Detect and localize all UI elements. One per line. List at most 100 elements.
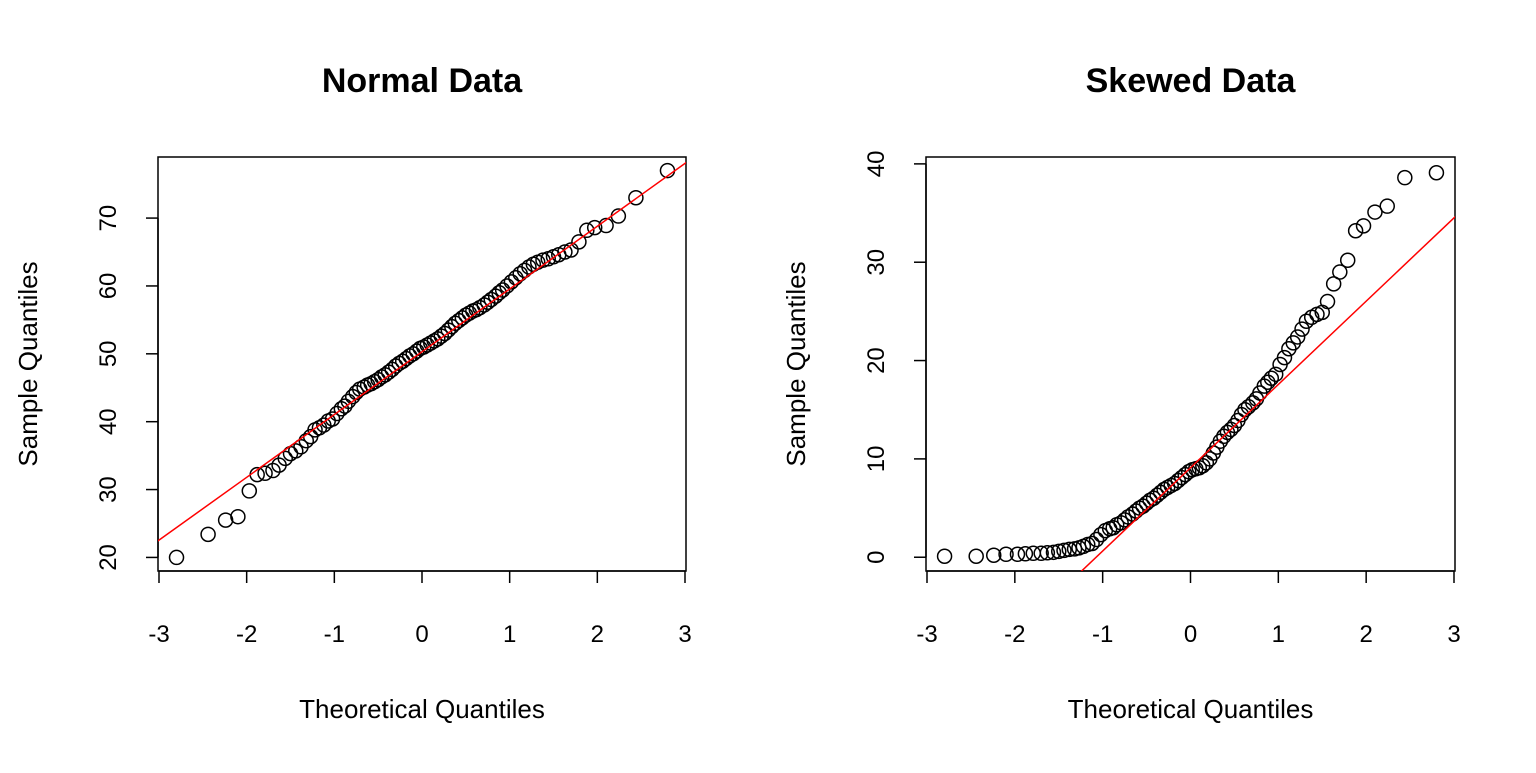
data-point (503, 274, 520, 290)
data-point (277, 450, 293, 467)
data-point (1056, 542, 1072, 559)
x-tick-label: 1 (503, 621, 516, 648)
data-point (1325, 276, 1342, 292)
data-point (1339, 252, 1356, 269)
data-point (968, 548, 984, 564)
chart-title: Normal Data (322, 62, 523, 100)
data-point (1428, 164, 1445, 181)
x-tick-label: 1 (1272, 621, 1285, 648)
y-tick-label: 40 (863, 151, 890, 178)
data-point (586, 219, 603, 236)
y-axis-label: Sample Quantiles (781, 261, 811, 466)
data-point (1355, 218, 1372, 234)
data-point (1332, 264, 1348, 280)
x-tick-label: 2 (591, 621, 604, 648)
data-point (168, 549, 185, 566)
data-point (1226, 417, 1243, 434)
y-tick-label: 0 (863, 551, 890, 564)
data-point (480, 294, 496, 310)
chart-title: Skewed Data (1086, 62, 1297, 100)
data-point (1088, 531, 1105, 548)
data-point (1367, 204, 1383, 220)
data-point (628, 189, 644, 206)
data-point (1039, 545, 1056, 561)
x-tick-label: 2 (1359, 621, 1372, 648)
data-point (1017, 546, 1034, 562)
x-tick-label: 3 (678, 621, 691, 648)
data-point (200, 526, 216, 543)
y-tick-label: 20 (863, 347, 890, 374)
data-point (1116, 512, 1133, 528)
x-tick-label: -1 (1092, 621, 1113, 648)
data-point (257, 465, 273, 482)
y-axis-label: Sample Quantiles (13, 261, 43, 466)
qq-reference-line (158, 161, 686, 542)
x-axis: -3 -2 -1 0 1 2 3 (148, 570, 692, 648)
data-point (1120, 509, 1136, 525)
data-point (508, 270, 524, 286)
data-point (1319, 293, 1336, 310)
data-point (571, 234, 587, 250)
y-tick-label: 50 (95, 340, 122, 367)
data-point (1051, 543, 1067, 560)
data-point (998, 546, 1014, 563)
panel-skewed: Skewed Data -3 -2 -1 0 1 2 3 Theoretical Quantil… (781, 62, 1461, 724)
x-tick-label: -3 (916, 621, 937, 648)
data-point (494, 282, 511, 298)
data-point (468, 301, 485, 318)
y-axis: 20 30 40 50 60 70 (95, 205, 159, 571)
points (936, 164, 1445, 564)
data-point (1045, 544, 1062, 561)
data-point (986, 547, 1002, 564)
data-point (1276, 349, 1293, 366)
data-point (579, 222, 595, 239)
data-point (1263, 370, 1280, 387)
x-tick-label: -2 (236, 621, 257, 648)
data-point (1260, 374, 1276, 390)
data-point (241, 483, 258, 499)
data-point (1105, 519, 1121, 536)
x-tick-label: 0 (1184, 621, 1197, 648)
data-point (936, 548, 953, 564)
y-tick-label: 60 (95, 273, 122, 300)
data-point (1347, 223, 1364, 239)
y-tick-label: 20 (95, 544, 122, 571)
data-point (1180, 463, 1197, 480)
x-tick-label: -3 (148, 621, 169, 648)
data-point (1025, 545, 1042, 562)
data-point (1267, 366, 1284, 383)
x-tick-label: 0 (415, 621, 428, 648)
y-tick-label: 10 (863, 446, 890, 473)
data-point (521, 259, 537, 275)
data-point (557, 244, 573, 260)
qq-reference-line (1080, 215, 1455, 571)
data-point (265, 462, 281, 479)
data-point (298, 432, 315, 449)
data-point (340, 393, 357, 410)
data-point (1379, 198, 1395, 214)
x-axis-label: Theoretical Quantiles (299, 694, 545, 724)
y-tick-label: 70 (95, 205, 122, 232)
data-point (288, 443, 304, 459)
y-axis: 0 10 20 30 40 (863, 151, 927, 564)
x-tick-label: -2 (1004, 621, 1025, 648)
data-point (1289, 329, 1306, 345)
data-point (230, 508, 246, 525)
x-tick-label: 3 (1447, 621, 1460, 648)
data-point (1397, 169, 1413, 186)
data-point (1084, 535, 1100, 552)
data-point (472, 299, 488, 316)
data-point (1294, 321, 1310, 337)
y-tick-label: 30 (95, 476, 122, 503)
x-axis: -3 -2 -1 0 1 2 3 (916, 570, 1461, 648)
x-axis-label: Theoretical Quantiles (1068, 694, 1314, 724)
y-tick-label: 30 (863, 249, 890, 276)
data-point (337, 398, 353, 414)
data-point (1093, 526, 1109, 543)
points (168, 162, 676, 566)
data-point (1009, 546, 1026, 563)
x-tick-label: -1 (324, 621, 345, 648)
data-point (324, 411, 341, 427)
panel-normal: Normal Data -3 -2 -1 0 1 2 3 Theoretical Quantil… (13, 62, 692, 724)
